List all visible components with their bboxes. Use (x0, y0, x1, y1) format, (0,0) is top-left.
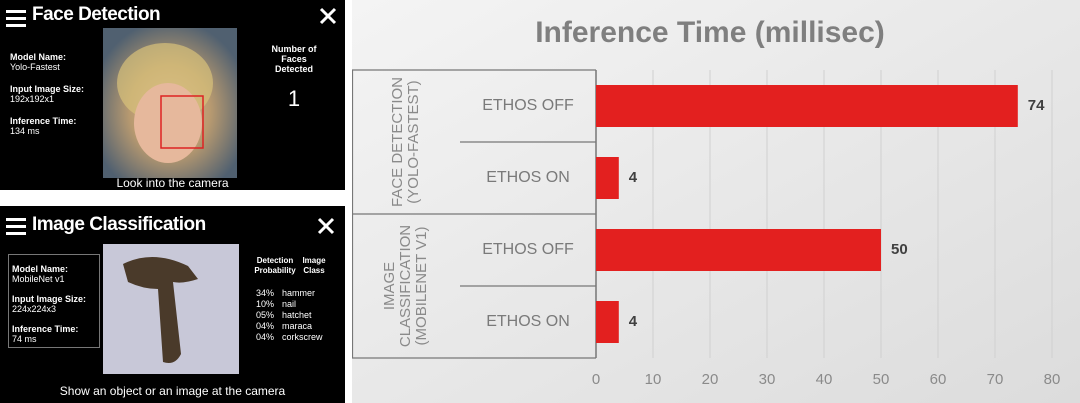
x-tick-label: 20 (702, 371, 719, 388)
class-name: maraca (282, 321, 313, 331)
value-label: 4 (629, 313, 638, 330)
label: Input Image Size: (10, 84, 85, 94)
value: 134 ms (10, 126, 40, 136)
close-icon[interactable] (316, 216, 336, 236)
x-tick-label: 80 (1044, 371, 1061, 388)
menu-icon[interactable] (6, 8, 36, 30)
y-tick-label: ETHOS ON (486, 313, 570, 330)
column-header: Detection Probability (254, 256, 296, 275)
x-tick-label: 30 (759, 371, 776, 388)
face-panel: Face Detection Model Name: Yolo-Fastest … (0, 0, 345, 190)
y-tick-label: ETHOS OFF (482, 241, 574, 258)
label: Model Name: (12, 264, 69, 274)
class-name: corkscrew (282, 332, 323, 342)
face-count: 1 (287, 86, 301, 111)
x-tick-label: 40 (816, 371, 833, 388)
value: 192x192x1 (10, 94, 55, 104)
value: Yolo-Fastest (10, 62, 60, 72)
panel-title: Face Detection (32, 4, 161, 25)
value-label: 74 (1028, 97, 1045, 114)
bar (596, 157, 619, 199)
chart: Inference Time (millisec) 0 10 20 30 40 50 60 7… (352, 0, 1080, 403)
value-label: 4 (629, 169, 638, 186)
x-tick-label: 50 (873, 371, 890, 388)
menu-icon[interactable] (6, 216, 36, 238)
class-name: hatchet (282, 310, 312, 320)
x-tick-label: 10 (645, 371, 662, 388)
camera-image (103, 244, 239, 374)
value: 74 ms (12, 334, 37, 344)
column-header: Image Class (302, 256, 326, 275)
label: Number of Faces Detected (271, 44, 317, 74)
value: 224x224x3 (12, 304, 57, 314)
probability: 05% (256, 310, 275, 320)
info-box (8, 254, 100, 348)
probability: 04% (256, 332, 275, 342)
x-tick-label: 70 (987, 371, 1004, 388)
value-label: 50 (891, 241, 908, 258)
group-label: IMAGE CLASSIFICATION (MOBILENET V1) (381, 224, 430, 348)
chart-title: Inference Time (millisec) (535, 16, 885, 49)
x-tick-label: 60 (930, 371, 947, 388)
probability: 04% (256, 321, 275, 331)
bar (596, 301, 619, 343)
probability: 10% (256, 299, 275, 309)
group-label: FACE DETECTION (YOLO-FASTEST) (389, 77, 422, 208)
caption: Show an object or an image at the camera (59, 384, 286, 398)
label: Model Name: (10, 52, 67, 62)
classification-panel: Image Classification Model Name: MobileN… (0, 206, 345, 403)
label: Inference Time: (10, 116, 77, 126)
value: MobileNet v1 (12, 274, 65, 284)
probability: 34% (256, 288, 275, 298)
panel-title: Image Classification (32, 214, 206, 235)
class-name: nail (282, 299, 297, 309)
caption: Look into the camera (116, 176, 229, 190)
camera-image (103, 28, 237, 178)
chart-background (352, 0, 1080, 403)
bar (596, 85, 1018, 127)
label: Inference Time: (12, 324, 79, 334)
y-tick-label: ETHOS ON (486, 169, 570, 186)
y-tick-label: ETHOS OFF (482, 97, 574, 114)
close-icon[interactable] (318, 6, 338, 26)
x-tick-label: 0 (592, 371, 600, 388)
label: Input Image Size: (12, 294, 87, 304)
class-name: hammer (282, 288, 316, 298)
bar (596, 229, 881, 271)
